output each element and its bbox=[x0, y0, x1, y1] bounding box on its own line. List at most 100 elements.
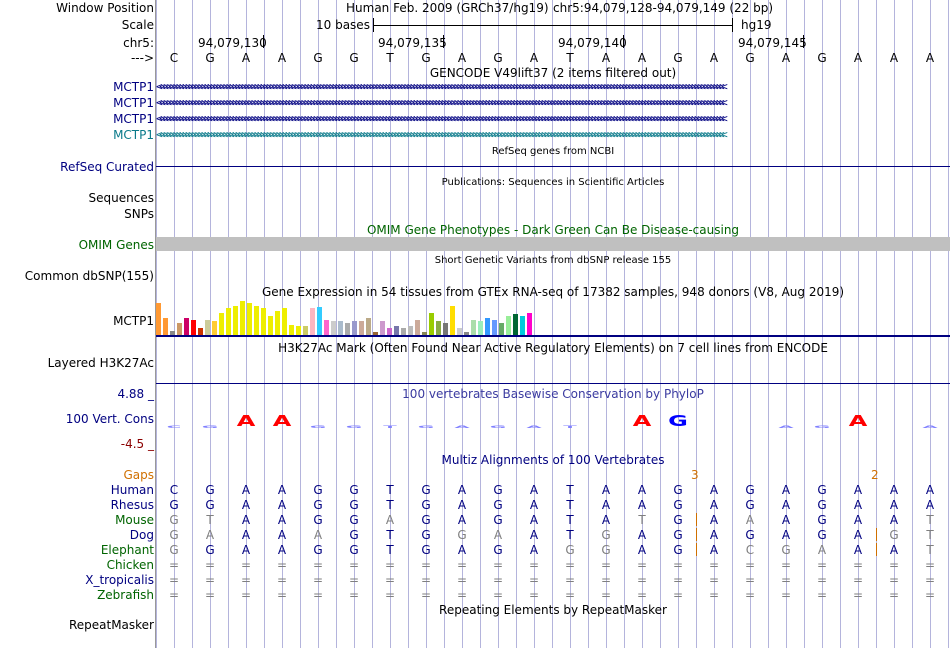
gtex-tissue-bar[interactable] bbox=[485, 318, 490, 335]
gtex-tissue-bar[interactable] bbox=[520, 316, 525, 335]
gtex-tissue-bar[interactable] bbox=[380, 321, 385, 335]
alignment-base: = bbox=[888, 573, 900, 587]
gtex-tissue-bar[interactable] bbox=[163, 318, 168, 335]
gtex-tissue-bar[interactable] bbox=[373, 332, 378, 335]
gtex-tissue-bar[interactable] bbox=[338, 321, 343, 335]
gencode-item-label[interactable]: MCTP1 bbox=[113, 128, 154, 142]
gtex-tissue-bar[interactable] bbox=[254, 306, 259, 335]
gtex-tissue-bar[interactable] bbox=[198, 328, 203, 335]
gtex-tissue-bar[interactable] bbox=[324, 320, 329, 335]
gtex-tissue-bar[interactable] bbox=[436, 321, 441, 335]
alignment-base: A bbox=[277, 528, 287, 542]
gtex-tissue-bar[interactable] bbox=[513, 314, 518, 335]
phylop-base-mark: A bbox=[778, 425, 794, 429]
gtex-tissue-bar[interactable] bbox=[331, 321, 336, 335]
omim-feature[interactable] bbox=[156, 237, 950, 251]
gtex-tissue-bar[interactable] bbox=[471, 320, 476, 335]
gtex-tissue-bar[interactable] bbox=[450, 306, 455, 335]
gtex-tissue-bar[interactable] bbox=[170, 331, 175, 335]
insertion-marker bbox=[696, 513, 697, 526]
gtex-tissue-bar[interactable] bbox=[401, 328, 406, 335]
alignment-base: = bbox=[852, 573, 864, 587]
alignment-base: A bbox=[241, 528, 251, 542]
gtex-tissue-bar[interactable] bbox=[268, 316, 273, 335]
gtex-tissue-bar[interactable] bbox=[464, 332, 469, 335]
gtex-tissue-bar[interactable] bbox=[359, 321, 364, 335]
gtex-tissue-bar[interactable] bbox=[226, 308, 231, 335]
gene-feature[interactable]: <<<<<<<<<<<<<<<<<<<<<<<<<<<<<<<<<<<<<<<<… bbox=[156, 129, 728, 141]
alignment-base: = bbox=[348, 588, 360, 602]
repeatmasker-track-label[interactable]: RepeatMasker bbox=[68, 618, 154, 632]
gtex-tissue-bar[interactable] bbox=[282, 308, 287, 335]
gtex-tissue-bar[interactable] bbox=[310, 308, 315, 335]
alignment-base: T bbox=[926, 528, 934, 542]
gtex-tissue-bar[interactable] bbox=[247, 303, 252, 335]
gtex-tissue-bar[interactable] bbox=[443, 323, 448, 335]
gtex-tissue-bar[interactable] bbox=[352, 321, 357, 335]
omim-track-title[interactable]: OMIM Gene Phenotypes - Dark Green Can Be… bbox=[366, 223, 740, 237]
gene-feature[interactable]: <<<<<<<<<<<<<<<<<<<<<<<<<<<<<<<<<<<<<<<<… bbox=[156, 97, 728, 109]
publications-track-title[interactable]: Publications: Sequences in Scientific Ar… bbox=[441, 177, 665, 188]
gtex-tissue-bar[interactable] bbox=[345, 323, 350, 335]
gene-feature[interactable]: <<<<<<<<<<<<<<<<<<<<<<<<<<<<<<<<<<<<<<<<… bbox=[156, 81, 728, 93]
gencode-item-label[interactable]: MCTP1 bbox=[113, 80, 154, 94]
dbsnp-track-label[interactable]: Common dbSNP(155) bbox=[24, 269, 154, 283]
gtex-tissue-bar[interactable] bbox=[177, 323, 182, 335]
sequence-base: A bbox=[457, 51, 467, 65]
gene-feature[interactable]: <<<<<<<<<<<<<<<<<<<<<<<<<<<<<<<<<<<<<<<<… bbox=[156, 113, 728, 125]
gencode-item-label[interactable]: MCTP1 bbox=[113, 96, 154, 110]
species-label-elephant: Elephant bbox=[100, 543, 154, 557]
gtex-tissue-bar[interactable] bbox=[394, 326, 399, 335]
gtex-tissue-bar[interactable] bbox=[205, 320, 210, 335]
gtex-tissue-bar[interactable] bbox=[156, 303, 161, 335]
gtex-tissue-bar[interactable] bbox=[478, 321, 483, 335]
gtex-tissue-bar[interactable] bbox=[219, 313, 224, 335]
gtex-tissue-bar[interactable] bbox=[289, 325, 294, 335]
gtex-tissue-bar[interactable] bbox=[296, 326, 301, 335]
gtex-tissue-bar[interactable] bbox=[212, 321, 217, 335]
gtex-tissue-bar[interactable] bbox=[184, 318, 189, 335]
gtex-gene-bar[interactable] bbox=[156, 335, 950, 337]
refseq-track-title[interactable]: RefSeq genes from NCBI bbox=[491, 146, 615, 157]
refseq-track-label[interactable]: RefSeq Curated bbox=[60, 160, 154, 174]
gtex-track-label[interactable]: MCTP1 bbox=[113, 314, 154, 328]
alignment-base: A bbox=[241, 543, 251, 557]
alignment-base: = bbox=[204, 558, 216, 572]
gtex-tissue-bar[interactable] bbox=[303, 326, 308, 335]
gtex-tissue-bar[interactable] bbox=[317, 307, 322, 335]
gtex-tissue-bar[interactable] bbox=[527, 313, 532, 335]
grid-line bbox=[174, 0, 175, 648]
gtex-tissue-bar[interactable] bbox=[408, 326, 413, 335]
dbsnp-track-title[interactable]: Short Genetic Variants from dbSNP releas… bbox=[434, 255, 672, 266]
gtex-tissue-bar[interactable] bbox=[457, 328, 462, 335]
gtex-track-title[interactable]: Gene Expression in 54 tissues from GTEx … bbox=[261, 285, 845, 299]
gtex-tissue-bar[interactable] bbox=[191, 320, 196, 335]
phylop-track-title[interactable]: 100 vertebrates Basewise Conservation by… bbox=[402, 387, 704, 401]
phylop-track-label[interactable]: 100 Vert. Cons bbox=[65, 412, 154, 426]
gtex-tissue-bar[interactable] bbox=[275, 311, 280, 335]
gencode-item-label[interactable]: MCTP1 bbox=[113, 112, 154, 126]
h3k27ac-track-title[interactable]: H3K27Ac Mark (Often Found Near Active Re… bbox=[278, 341, 828, 355]
gtex-tissue-bar[interactable] bbox=[492, 320, 497, 335]
gtex-tissue-bar[interactable] bbox=[506, 316, 511, 335]
gtex-tissue-bar[interactable] bbox=[429, 313, 434, 335]
gtex-tissue-bar[interactable] bbox=[499, 323, 504, 335]
gtex-tissue-bar[interactable] bbox=[366, 318, 371, 335]
multiz-track-title[interactable]: Multiz Alignments of 100 Vertebrates bbox=[441, 453, 665, 467]
omim-track-label[interactable]: OMIM Genes bbox=[78, 238, 154, 252]
gtex-tissue-bar[interactable] bbox=[240, 301, 245, 335]
publications-sequences-label[interactable]: Sequences bbox=[88, 191, 154, 205]
sequence-base: A bbox=[925, 51, 935, 65]
gtex-tissue-bar[interactable] bbox=[415, 320, 420, 335]
gtex-tissue-bar[interactable] bbox=[387, 328, 392, 335]
refseq-feature[interactable] bbox=[156, 166, 950, 167]
alignment-base: G bbox=[457, 528, 467, 542]
repeatmasker-track-title[interactable]: Repeating Elements by RepeatMasker bbox=[439, 603, 667, 617]
gtex-tissue-bar[interactable] bbox=[233, 306, 238, 335]
gtex-tissue-bar[interactable] bbox=[261, 308, 266, 335]
publications-snps-label[interactable]: SNPs bbox=[124, 207, 154, 221]
gencode-track-title[interactable]: GENCODE V49lift37 (2 items filtered out) bbox=[429, 66, 677, 80]
h3k27ac-track-label[interactable]: Layered H3K27Ac bbox=[47, 356, 154, 370]
gtex-tissue-bar[interactable] bbox=[422, 332, 427, 335]
